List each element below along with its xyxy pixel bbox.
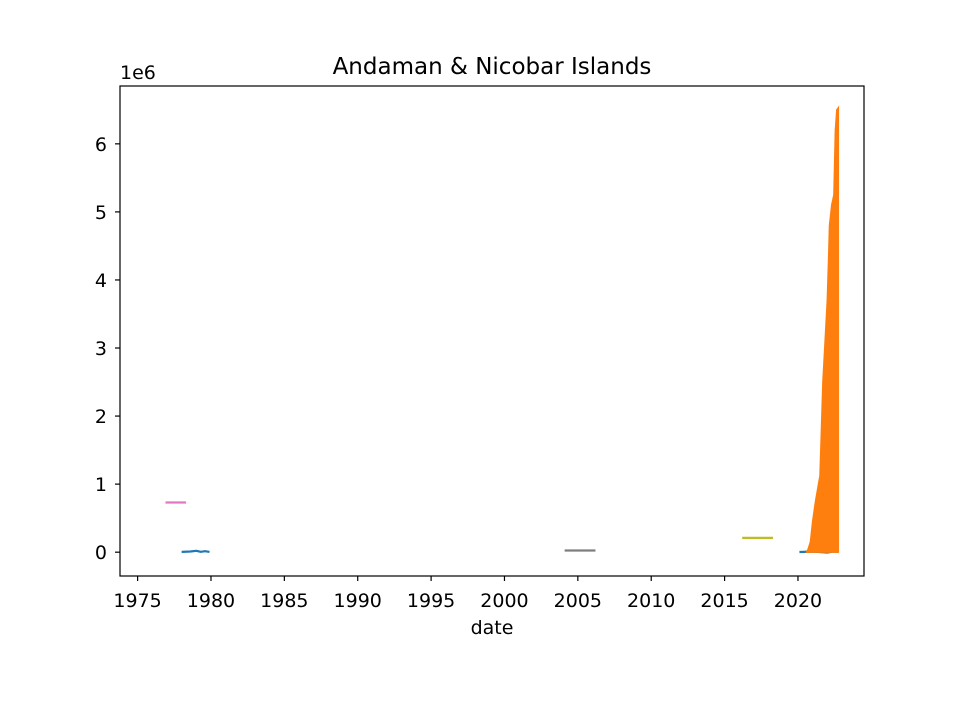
x-axis-label: date [471, 617, 514, 639]
x-tick-label: 2015 [700, 590, 748, 612]
y-tick-label: 4 [95, 270, 107, 292]
plot-frame [119, 85, 865, 577]
x-tick-label: 2005 [554, 590, 602, 612]
y-tick-label: 3 [95, 338, 107, 360]
x-tick-label: 2000 [480, 590, 528, 612]
x-tick-label: 1980 [187, 590, 235, 612]
series-layer [165, 105, 840, 554]
y-tick-label: 1 [95, 474, 107, 496]
y-tick-label: 5 [95, 202, 107, 224]
series-6-area [805, 105, 840, 553]
x-tick-label: 1975 [113, 590, 161, 612]
x-tick-label: 1990 [334, 590, 382, 612]
y-offset-label: 1e6 [120, 62, 156, 84]
plot-area [120, 86, 864, 576]
x-tick-label: 2010 [627, 590, 675, 612]
x-tick-label: 1995 [407, 590, 455, 612]
y-axis: 0 1 2 3 4 5 6 [95, 134, 120, 564]
series-1-line [181, 549, 210, 554]
y-tick-label: 6 [95, 134, 107, 156]
x-tick-label: 1985 [260, 590, 308, 612]
y-tick-label: 0 [95, 542, 107, 564]
x-axis: 1975 1980 1985 1990 1995 2000 2005 2010 2015 2020 [113, 576, 822, 612]
x-tick-label: 2020 [774, 590, 822, 612]
y-tick-label: 2 [95, 406, 107, 428]
chart-title: Andaman & Nicobar Islands [333, 54, 652, 80]
